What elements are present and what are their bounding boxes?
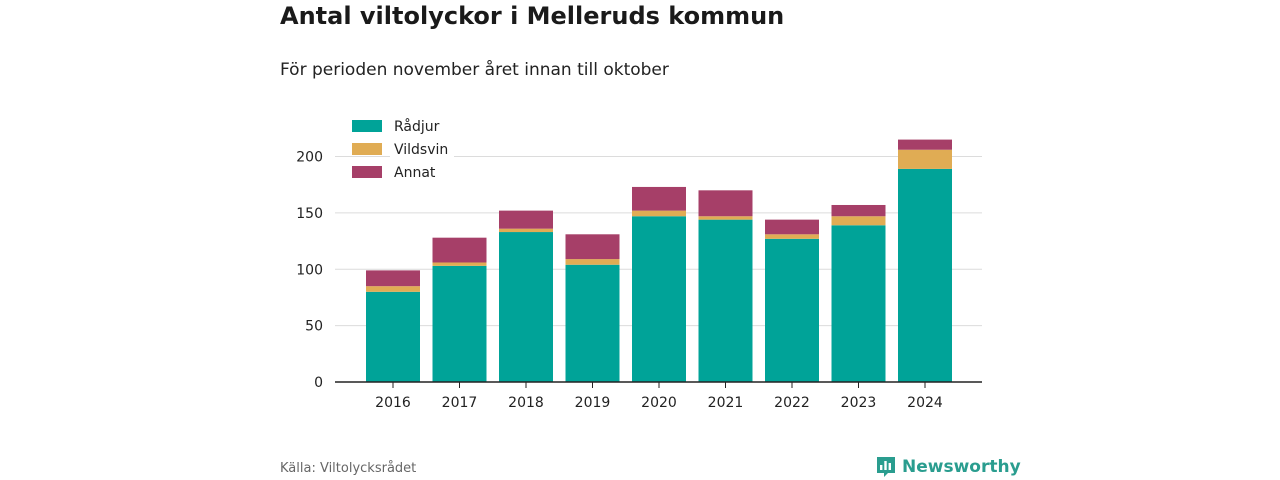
legend: Rådjur Vildsvin Annat <box>352 116 454 182</box>
brand-logo[interactable]: Newsworthy <box>876 454 1021 480</box>
bar-segment-vildsvin <box>499 228 553 233</box>
bar-segment-annat <box>898 139 952 150</box>
bar-segment-annat <box>698 190 753 217</box>
bar-segment-rådjur <box>898 168 952 382</box>
bars <box>366 139 952 382</box>
legend-label-bg <box>390 139 454 159</box>
legend-label: Vildsvin <box>394 142 448 158</box>
y-tick-label: 200 <box>296 150 323 166</box>
newsworthy-icon <box>877 457 895 477</box>
bar-segment-annat <box>499 210 553 229</box>
y-axis-ticks: 0 50 100 150 200 <box>296 150 323 392</box>
y-tick-label: 50 <box>305 319 323 335</box>
x-axis-ticks: 2016 2017 2018 2019 2020 2021 2022 2023 2024 <box>375 382 943 411</box>
bar-segment-annat <box>831 204 886 217</box>
x-tick-label: 2022 <box>774 395 810 411</box>
y-tick-label: 100 <box>296 262 323 278</box>
bar-segment-rådjur <box>632 216 686 382</box>
bar-segment-annat <box>565 234 620 260</box>
bar-segment-rådjur <box>765 238 819 382</box>
bar-segment-rådjur <box>366 291 420 382</box>
source-note: Källa: Viltolycksrådet <box>280 461 417 476</box>
bar-segment-vildsvin <box>432 262 487 266</box>
bar-segment-vildsvin <box>698 216 753 220</box>
bar-segment-rådjur <box>499 232 553 382</box>
bar-segment-rådjur <box>565 264 620 382</box>
x-tick-label: 2021 <box>708 395 744 411</box>
bar-segment-vildsvin <box>765 234 819 239</box>
bar-segment-annat <box>366 270 420 287</box>
bar-segment-annat <box>765 219 819 235</box>
chart-subtitle: För perioden november året innan till ok… <box>280 60 669 80</box>
bar-segment-rådjur <box>432 265 487 382</box>
x-tick-label: 2020 <box>641 395 677 411</box>
x-tick-label: 2018 <box>508 395 544 411</box>
y-tick-label: 0 <box>314 375 323 391</box>
legend-label: Rådjur <box>394 118 440 135</box>
legend-label-bg <box>390 162 454 182</box>
bar-segment-rådjur <box>698 219 753 382</box>
x-tick-label: 2016 <box>375 395 411 411</box>
brand-name: Newsworthy <box>902 457 1021 477</box>
x-tick-label: 2017 <box>442 395 478 411</box>
bar-segment-rådjur <box>831 225 886 382</box>
legend-label-bg <box>390 116 454 136</box>
x-tick-label: 2024 <box>907 395 943 411</box>
bar-segment-annat <box>632 186 686 211</box>
bar-segment-vildsvin <box>898 149 952 169</box>
x-tick-label: 2019 <box>575 395 611 411</box>
legend-label: Annat <box>394 165 436 181</box>
legend-swatch-annat <box>352 166 382 178</box>
legend-swatch-rådjur <box>352 120 382 132</box>
bar-segment-annat <box>432 237 487 263</box>
bar-segment-vildsvin <box>565 259 620 265</box>
bar-segment-vildsvin <box>831 216 886 226</box>
legend-swatch-vildsvin <box>352 143 382 155</box>
x-tick-label: 2023 <box>841 395 877 411</box>
bar-segment-vildsvin <box>366 286 420 292</box>
chart-title: Antal viltolyckor i Melleruds kommun <box>280 2 785 30</box>
bar-segment-vildsvin <box>632 210 686 217</box>
y-tick-label: 150 <box>296 206 323 222</box>
